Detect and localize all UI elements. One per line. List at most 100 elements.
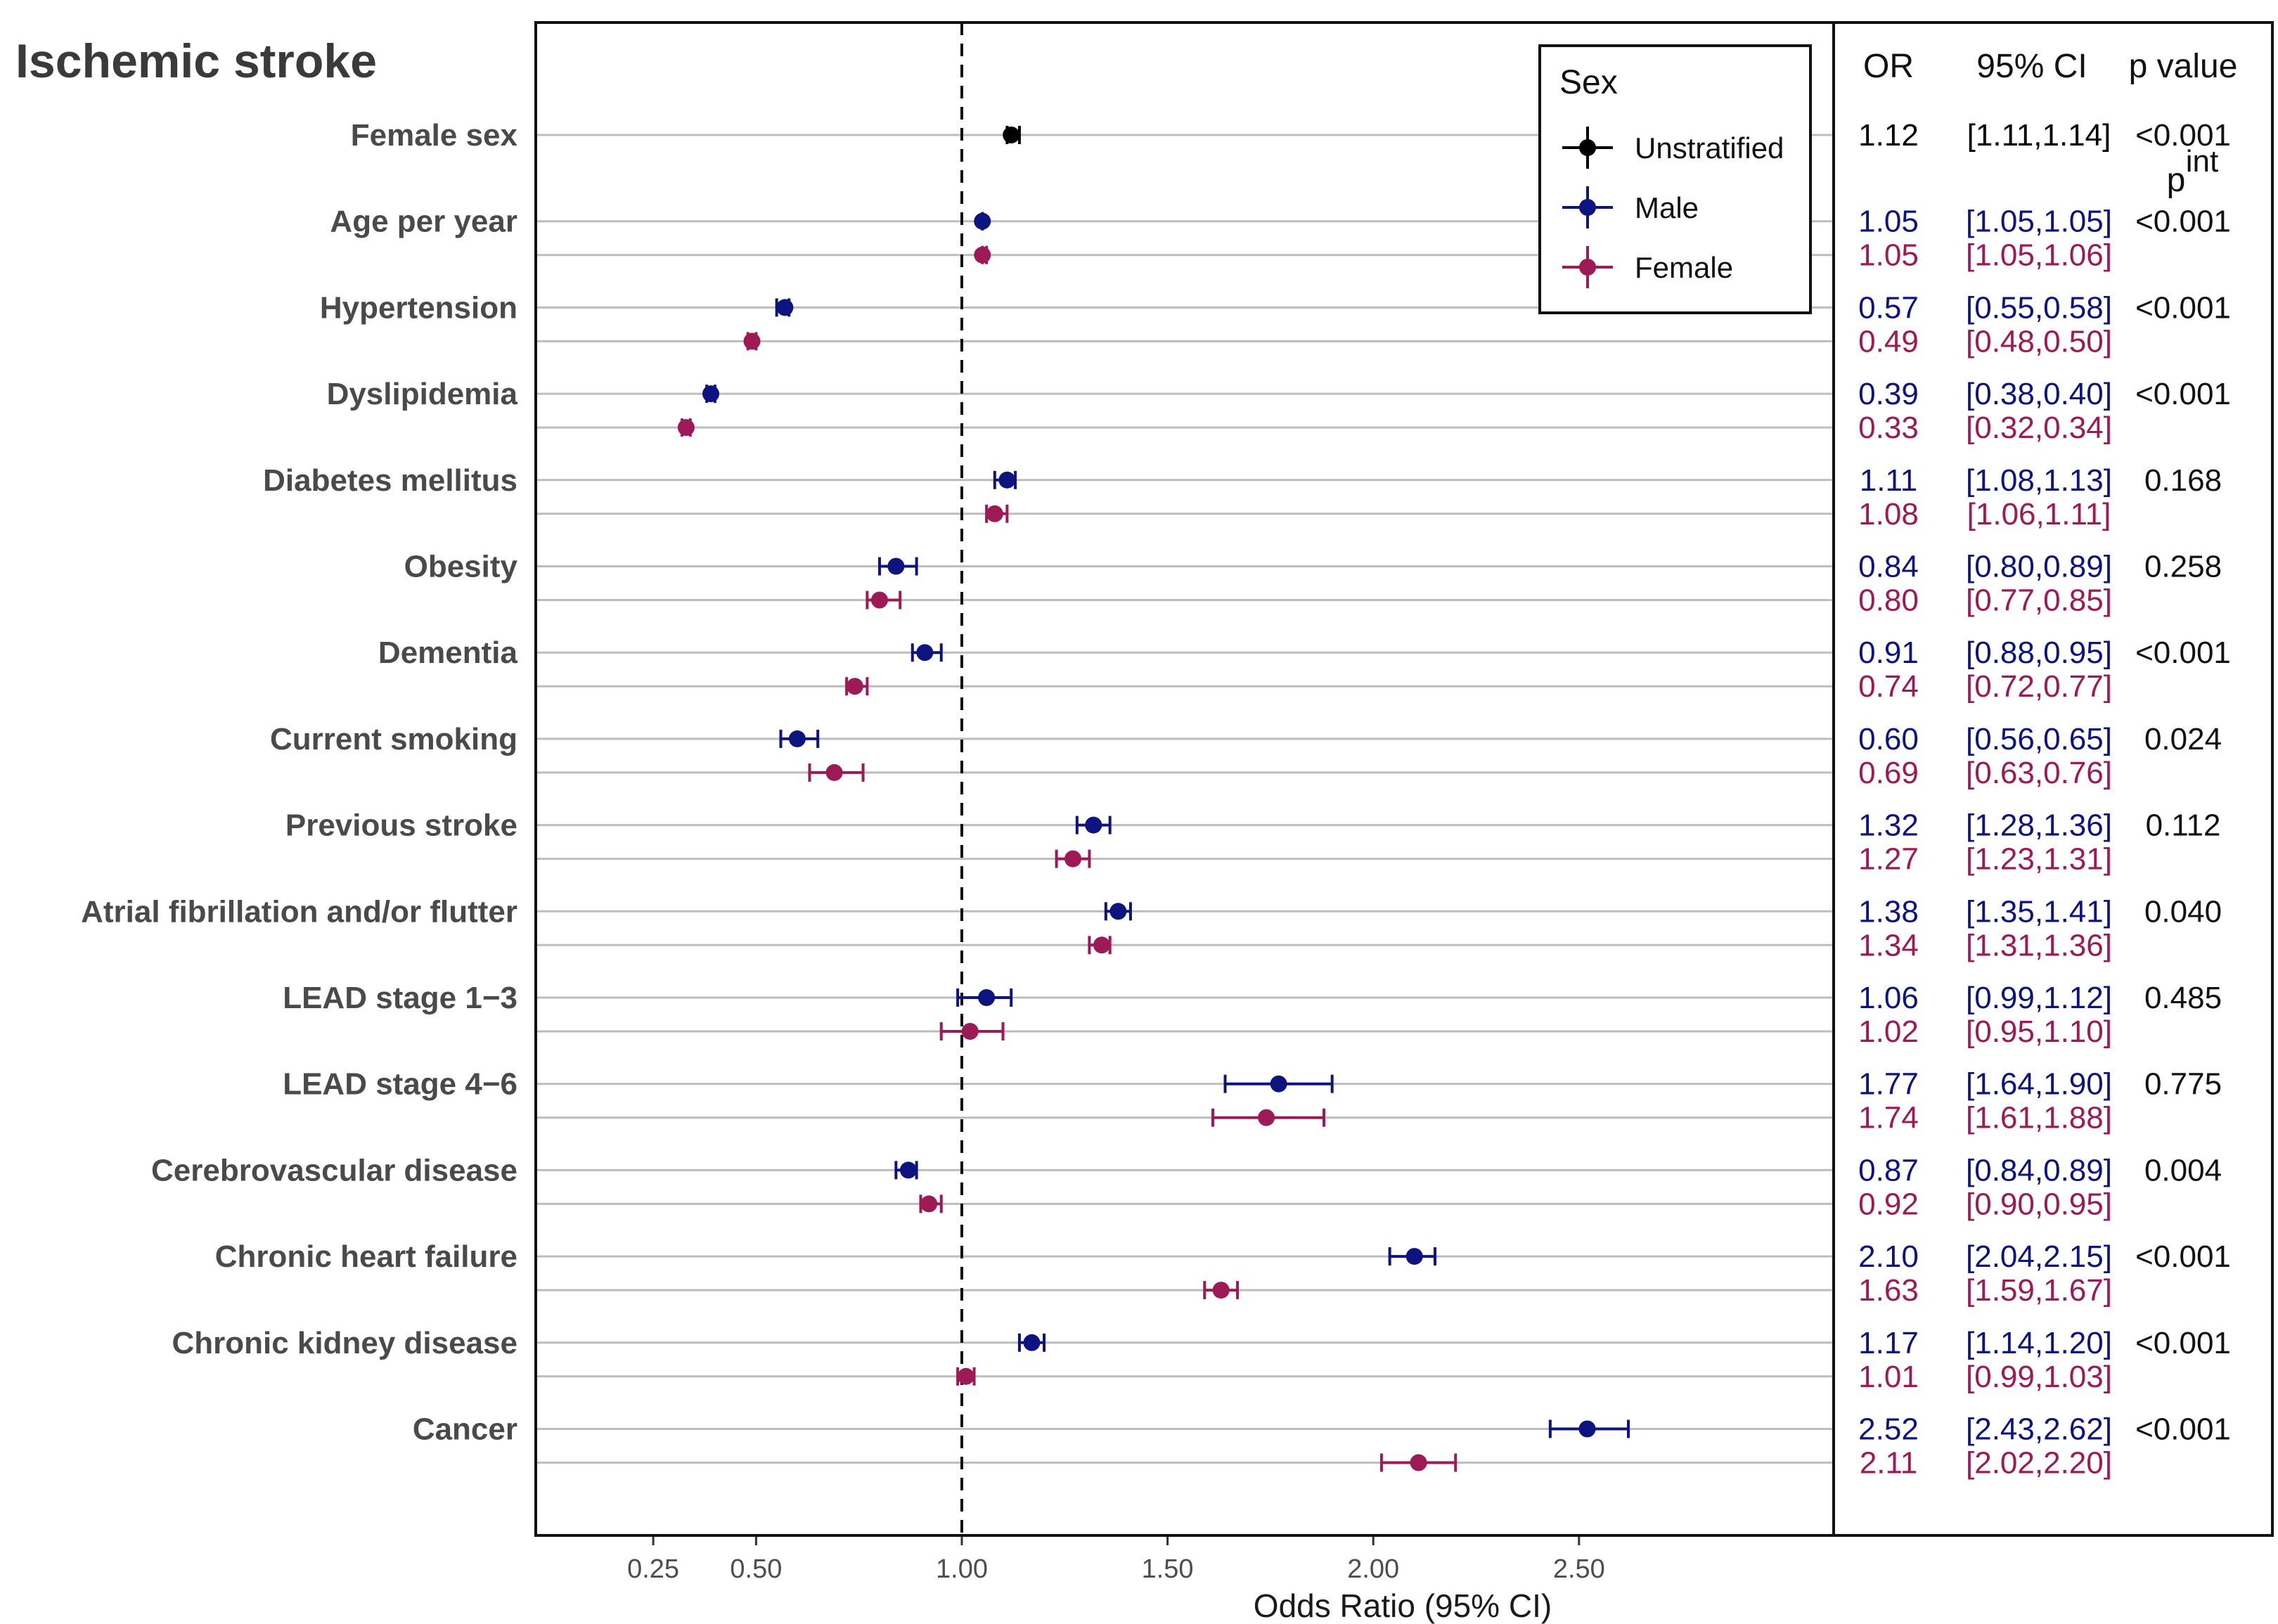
or-cell: 1.08 [1858,497,1919,531]
estimate-point [1109,903,1127,920]
ci-cell: [2.04,2.15] [1966,1239,2112,1274]
ci-cell: [0.99,1.03] [1966,1360,2112,1394]
ci-cell: [2.02,2.20] [1966,1446,2112,1481]
ci-cell: [1.28,1.36] [1966,808,2112,843]
row-label: Chronic heart failure [215,1239,517,1274]
or-cell: 1.02 [1858,1014,1919,1049]
row-label: Chronic kidney disease [172,1326,517,1360]
or-cell: 0.49 [1858,324,1919,359]
x-tick-label: 1.00 [936,1554,988,1584]
or-cell: 0.69 [1858,756,1919,790]
p-value-cell: 0.024 [2144,722,2222,756]
estimate-point [776,299,794,316]
row-label: Atrial fibrillation and/or flutter [81,894,517,929]
legend-title: Sex [1559,64,1618,101]
or-cell: 1.01 [1858,1360,1919,1394]
estimate-point [702,385,720,403]
or-cell: 0.33 [1858,411,1919,445]
estimate-point [974,212,991,230]
estimate-point [1578,1420,1596,1438]
row-label: Female sex [351,118,518,153]
or-cell: 1.34 [1858,928,1919,962]
row-label: Obesity [404,550,518,584]
row-label: Dyslipidemia [327,377,518,411]
p-value-cell: 0.485 [2144,981,2222,1015]
ci-cell: [0.63,0.76] [1966,756,2112,790]
ci-cell: [1.11,1.14] [1967,118,2111,153]
p-value-cell: 0.258 [2144,550,2222,584]
or-cell: 1.74 [1858,1101,1919,1135]
estimate-point [1085,816,1102,834]
or-cell: 0.92 [1858,1187,1919,1221]
results-table: OR 95% CI p value <0.001 1.12 [1.11,1.14] <… [1832,21,2274,1537]
ci-cell: [0.56,0.65] [1966,722,2112,756]
row-label: Cancer [413,1412,517,1447]
p-value-cell: <0.001 [2135,118,2231,153]
or-cell: 0.91 [1858,636,1919,670]
ci-cell: [0.88,0.95] [1966,636,2112,670]
row-label: Age per year [330,205,517,239]
estimate-point [1270,1075,1287,1093]
x-tick-label: 2.50 [1553,1554,1605,1584]
row-label: Previous stroke [285,808,517,843]
legend-entry-label: Male [1635,191,1699,224]
ci-cell: [0.80,0.89] [1966,550,2112,584]
ci-cell: [1.64,1.90] [1966,1067,2112,1102]
ci-cell: [1.14,1.20] [1966,1326,2112,1360]
p-value-cell: <0.001 [2135,1326,2231,1360]
legend-key-point [1579,199,1596,216]
x-tick-label: 0.50 [730,1554,782,1584]
or-cell: 1.27 [1858,842,1919,877]
or-cell: 1.38 [1858,894,1919,929]
p-value-cell: 0.040 [2144,894,2222,929]
table-frame [1832,21,2274,1537]
estimate-point [1093,936,1110,954]
ci-cell: [0.48,0.50] [1966,324,2112,359]
or-cell: 0.60 [1858,722,1919,756]
legend: Sex Unstratified Male Female [1538,44,1812,314]
or-cell: 0.80 [1858,584,1919,618]
estimate-point [961,1023,979,1040]
or-cell: 0.87 [1858,1153,1919,1187]
row-label: LEAD stage 1−3 [283,981,517,1015]
ci-cell: [1.31,1.36] [1966,928,2112,962]
header-p-int-sup: int [2186,144,2218,179]
legend-key-point [1579,259,1596,276]
p-value-cell: <0.001 [2135,205,2231,239]
estimate-point [887,558,905,575]
or-cell: 2.10 [1858,1239,1919,1274]
row-label: Dementia [378,636,518,670]
legend-entry-label: Female [1635,251,1733,284]
ci-cell: [0.77,0.85] [1966,584,2112,618]
ci-cell: [0.84,0.89] [1966,1153,2112,1187]
header-p-int: p [2167,162,2186,199]
row-label: LEAD stage 4−6 [283,1067,517,1102]
x-tick-label: 2.00 [1347,1554,1399,1584]
header-or: OR [1863,48,1914,85]
ci-cell: [0.32,0.34] [1966,411,2112,445]
ci-cell: [0.90,0.95] [1966,1187,2112,1221]
chart-title: Ischemic stroke [15,34,377,88]
legend-key-point [1579,139,1596,156]
estimate-point [998,471,1016,489]
or-cell: 2.52 [1858,1412,1919,1447]
or-cell: 1.05 [1858,238,1919,273]
estimate-point [916,644,934,662]
or-cell: 1.12 [1858,118,1919,153]
row-label: Hypertension [320,290,517,325]
p-value-cell: <0.001 [2135,1239,2231,1274]
estimate-point [1023,1334,1041,1351]
row-label: Current smoking [270,722,517,756]
or-cell: 2.11 [1860,1446,1917,1481]
ci-cell: [1.35,1.41] [1966,894,2112,929]
estimate-point [677,419,695,437]
row-labels: Female sex Age per year Hypertension Dyslip… [81,118,517,1447]
or-cell: 0.57 [1858,290,1919,325]
ci-cell: [1.05,1.06] [1966,238,2112,273]
or-cell: 0.74 [1858,669,1919,704]
ci-cell: [1.23,1.31] [1966,842,2112,877]
ci-cell: [0.72,0.77] [1966,669,2112,704]
legend-entry-label: Unstratified [1635,131,1784,165]
estimate-point [1003,127,1020,143]
